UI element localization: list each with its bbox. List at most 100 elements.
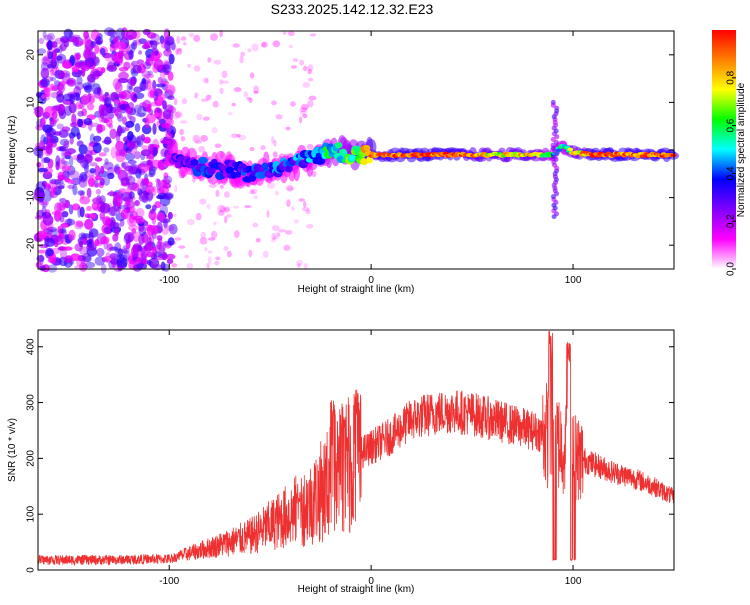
noise-blob xyxy=(214,260,220,266)
noise-blob xyxy=(162,109,172,120)
noise-blob xyxy=(135,136,142,145)
noise-blob xyxy=(114,227,120,237)
noise-blob xyxy=(227,111,233,116)
noise-blob xyxy=(148,165,156,176)
noise-blob xyxy=(159,35,165,45)
noise-blob xyxy=(294,219,299,224)
noise-blob xyxy=(63,140,70,149)
noise-blob xyxy=(134,151,141,160)
noise-blob xyxy=(127,164,138,175)
noise-blob xyxy=(99,48,106,55)
noise-blob xyxy=(204,247,208,252)
noise-blob xyxy=(162,100,167,110)
noise-blob xyxy=(69,136,74,145)
noise-blob xyxy=(223,246,229,251)
noise-blob xyxy=(272,225,280,232)
noise-blob xyxy=(303,65,308,72)
noise-blob xyxy=(206,203,211,210)
noise-blob xyxy=(136,59,145,65)
noise-blob xyxy=(248,249,253,258)
noise-blob xyxy=(167,95,175,101)
noise-blob xyxy=(122,245,128,254)
noise-blob xyxy=(262,250,269,258)
noise-blob xyxy=(271,100,277,106)
noise-blob xyxy=(162,263,170,272)
noise-blob xyxy=(59,248,68,260)
noise-blob xyxy=(302,113,308,119)
noise-blob xyxy=(118,205,129,210)
noise-blob xyxy=(104,158,109,166)
noise-blob xyxy=(293,58,298,62)
noise-blob xyxy=(120,177,130,186)
noise-blob xyxy=(55,104,66,112)
noise-blob xyxy=(275,114,283,120)
noise-blob xyxy=(40,78,50,88)
noise-blob xyxy=(94,157,103,162)
noise-blob xyxy=(89,162,98,167)
spectrogram-ylabel: Frequency (Hz) xyxy=(7,116,18,185)
noise-blob xyxy=(163,193,173,201)
noise-blob xyxy=(298,198,306,202)
noise-blob xyxy=(215,256,221,261)
noise-blob xyxy=(219,79,224,85)
noise-blob xyxy=(56,93,65,103)
ridge-core xyxy=(315,156,326,165)
noise-blob xyxy=(142,234,152,245)
noise-blob xyxy=(118,71,129,80)
noise-blob xyxy=(63,246,73,251)
noise-blob xyxy=(148,235,155,246)
noise-blob xyxy=(58,44,63,54)
noise-blob xyxy=(76,75,83,85)
noise-blob xyxy=(46,40,53,51)
noise-blob xyxy=(99,177,105,186)
noise-blob xyxy=(125,106,132,115)
noise-blob xyxy=(77,206,82,218)
noise-blob xyxy=(82,236,88,246)
noise-blob xyxy=(261,41,268,48)
noise-blob xyxy=(66,77,77,87)
noise-blob xyxy=(299,59,305,66)
noise-blob xyxy=(260,145,266,151)
noise-blob xyxy=(96,124,103,134)
noise-blob xyxy=(41,201,48,208)
noise-blob xyxy=(233,230,240,239)
noise-blob xyxy=(99,195,106,205)
noise-blob xyxy=(272,236,280,240)
figure-title: S233.2025.142.12.32.E23 xyxy=(271,1,434,17)
noise-blob xyxy=(95,189,102,195)
noise-blob xyxy=(86,175,97,185)
y-tick-label: 400 xyxy=(26,338,37,355)
noise-blob xyxy=(77,118,84,128)
snr-chart: -100 0 100 0 100 200 300 400 Height of straight… xyxy=(7,329,675,595)
noise-blob xyxy=(40,67,50,79)
noise-blob xyxy=(205,77,209,84)
noise-blob xyxy=(119,149,128,157)
noise-blob xyxy=(128,85,133,90)
noise-blob xyxy=(46,32,55,42)
noise-blob xyxy=(134,200,140,207)
noise-blob xyxy=(184,254,190,259)
noise-blob xyxy=(159,71,166,80)
noise-blob xyxy=(174,98,178,106)
noise-blob xyxy=(49,83,55,92)
noise-blob xyxy=(51,50,57,59)
noise-blob xyxy=(78,178,88,188)
noise-blob xyxy=(174,184,178,193)
noise-blob xyxy=(226,213,232,218)
noise-blob xyxy=(125,153,135,161)
noise-blob xyxy=(41,205,47,217)
noise-blob xyxy=(212,100,219,108)
noise-blob xyxy=(99,203,111,214)
noise-blob xyxy=(207,57,212,63)
noise-blob xyxy=(211,127,218,134)
ridge-core xyxy=(198,156,208,164)
noise-blob xyxy=(83,44,94,51)
noise-blob xyxy=(249,189,255,195)
noise-blob xyxy=(87,73,96,83)
noise-blob xyxy=(93,135,102,142)
noise-blob xyxy=(43,34,53,41)
noise-blob xyxy=(40,264,46,272)
noise-blob xyxy=(78,144,88,155)
spectrogram-ridge-layer xyxy=(164,99,679,220)
